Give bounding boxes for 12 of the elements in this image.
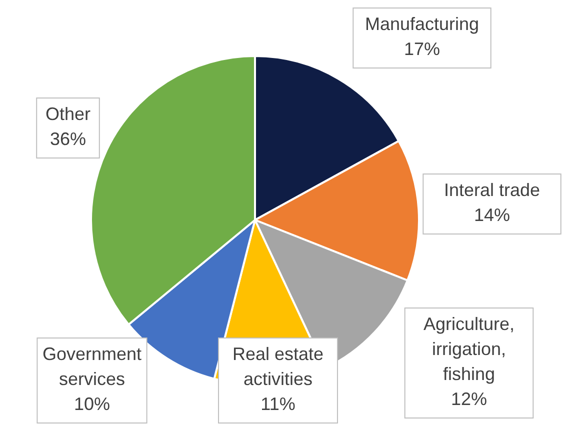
data-label: 12% xyxy=(450,389,488,409)
data-label: 10% xyxy=(74,394,110,414)
slice-label: Real estate activities xyxy=(232,344,324,389)
data-label: 14% xyxy=(474,205,510,225)
slice-label: Government services xyxy=(42,344,142,389)
data-label: 36% xyxy=(50,129,86,149)
slice-label: Manufacturing xyxy=(364,14,480,34)
slice-label: Agriculture, irrigation, fishing xyxy=(423,314,515,384)
slice-label: Other xyxy=(45,104,91,124)
data-label: 11% xyxy=(260,394,296,414)
data-label: 17% xyxy=(404,39,440,59)
slice-label: Interal trade xyxy=(444,180,540,200)
